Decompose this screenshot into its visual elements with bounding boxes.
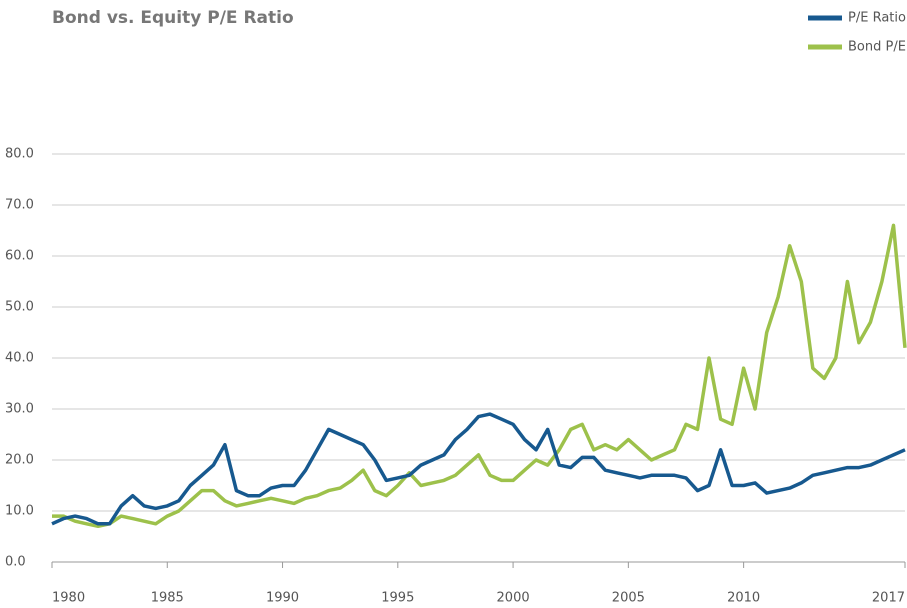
legend-label: P/E Ratio	[848, 11, 906, 26]
series-line	[52, 223, 907, 529]
chart-title: Bond vs. Equity P/E Ratio	[52, 8, 294, 28]
y-tick-label: 30.0	[5, 402, 34, 417]
y-tick-label: 60.0	[5, 249, 34, 264]
y-tick-label: 50.0	[5, 300, 34, 315]
x-tick-label: 1990	[266, 591, 299, 606]
y-tick-label: 70.0	[5, 198, 34, 213]
y-tick-label: 40.0	[5, 351, 34, 366]
x-tick-label: 2005	[612, 591, 645, 606]
x-tick-label: 1980	[52, 591, 85, 606]
legend-label: Bond P/E	[848, 40, 906, 55]
series-line	[51, 412, 906, 526]
x-tick-label: 1995	[381, 591, 414, 606]
y-tick-label: 10.0	[5, 504, 34, 519]
x-tick-label: 2010	[727, 591, 760, 606]
x-tick-label: 2000	[497, 591, 530, 606]
x-tick-label: 2017	[872, 591, 905, 606]
y-tick-label: 20.0	[5, 453, 34, 468]
y-tick-label: 80.0	[5, 147, 34, 162]
x-tick-label: 1985	[151, 591, 184, 606]
y-tick-label: 0.0	[5, 555, 26, 570]
